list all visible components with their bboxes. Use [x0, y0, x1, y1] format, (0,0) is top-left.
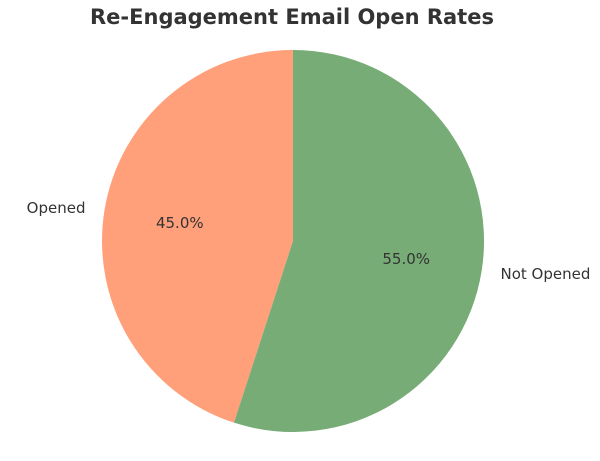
chart-title: Re-Engagement Email Open Rates	[90, 5, 494, 29]
pie-labels: 45.0% Opened 55.0% Not Opened	[27, 199, 591, 283]
pie-slice-not-opened-category-label: Not Opened	[501, 265, 591, 283]
pie-slice-opened	[102, 50, 293, 423]
pie-slice-not-opened-percent-label: 55.0%	[382, 250, 430, 268]
pie-slice-opened-percent-label: 45.0%	[156, 214, 204, 232]
pie-slice-not-opened	[233, 49, 485, 433]
pie-slice-opened-category-label: Opened	[27, 199, 86, 217]
pie-slices	[102, 49, 485, 433]
